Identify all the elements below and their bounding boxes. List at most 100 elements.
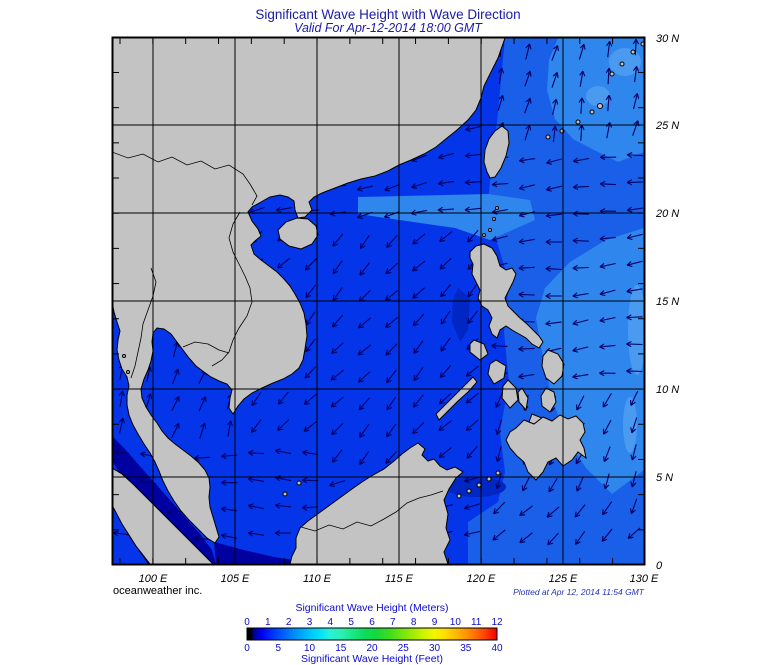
wave-direction-arrow bbox=[546, 506, 560, 518]
legend-meters-tick: 0 bbox=[244, 617, 250, 628]
wave-direction-arrow bbox=[276, 419, 290, 432]
small-island bbox=[630, 49, 636, 55]
small-islands bbox=[122, 41, 644, 499]
wave-direction-arrow bbox=[630, 471, 637, 488]
wave-direction-arrow bbox=[301, 504, 319, 511]
legend-feet-title: Significant Wave Height (Feet) bbox=[301, 653, 443, 665]
wave-direction-arrow bbox=[385, 369, 397, 384]
land-asia-mainland bbox=[113, 38, 506, 544]
small-island bbox=[456, 493, 462, 499]
wave-direction-arrow bbox=[118, 390, 125, 407]
wave-direction-arrow bbox=[626, 233, 643, 241]
land-palawan bbox=[435, 376, 478, 421]
wave-direction-arrow bbox=[305, 338, 316, 353]
legend-meters-tick: 8 bbox=[411, 617, 417, 628]
wave-direction-arrow bbox=[572, 183, 590, 191]
wave-direction-arrow bbox=[576, 395, 585, 411]
wave-direction-arrow bbox=[599, 370, 616, 377]
wave-direction-arrow bbox=[301, 477, 319, 484]
wave-direction-arrow bbox=[331, 423, 344, 436]
wave-direction-arrow bbox=[438, 420, 452, 432]
wave-direction-arrow bbox=[331, 314, 344, 328]
wave-direction-arrow bbox=[626, 206, 643, 213]
lon-label-100e: 100 E bbox=[139, 573, 168, 585]
wave-direction-arrow bbox=[606, 40, 613, 58]
wave-direction-arrow bbox=[385, 343, 398, 356]
legend-feet-tick: 35 bbox=[460, 643, 472, 654]
small-island bbox=[609, 71, 615, 77]
wave-direction-arrow bbox=[465, 365, 479, 377]
wave-direction-arrow bbox=[275, 206, 292, 213]
wave-direction-arrow bbox=[385, 451, 398, 464]
wave-direction-arrow bbox=[274, 530, 292, 537]
legend-meters-tick: 12 bbox=[491, 617, 503, 628]
wave-direction-arrow bbox=[630, 417, 638, 434]
legend-meters-tick: 1 bbox=[265, 617, 271, 628]
wave-direction-arrow bbox=[578, 97, 585, 114]
wave-direction-arrow bbox=[438, 447, 452, 459]
wave-direction-arrow bbox=[626, 368, 643, 375]
wave-direction-arrow bbox=[438, 392, 452, 405]
lon-label-120e: 120 E bbox=[467, 573, 496, 585]
lon-label-115e: 115 E bbox=[385, 573, 414, 585]
legend-feet-tick: 10 bbox=[304, 643, 316, 654]
wave-direction-arrow bbox=[118, 417, 126, 434]
wave-direction-arrow bbox=[439, 365, 452, 379]
wave-direction-arrow bbox=[632, 93, 640, 110]
wave-direction-arrow bbox=[518, 373, 535, 380]
map-frame bbox=[111, 36, 646, 566]
wave-direction-arrow bbox=[304, 258, 317, 271]
legend-meters-ticks: 0 1 2 3 4 5 6 7 8 9 10 11 12 bbox=[244, 617, 503, 628]
lat-label-0: 0 bbox=[656, 560, 663, 572]
wave-direction-arrow bbox=[603, 473, 610, 490]
wave-direction-arrow bbox=[305, 284, 316, 299]
wave-direction-arrow bbox=[303, 420, 317, 432]
legend-meters-tick: 11 bbox=[471, 617, 482, 628]
land-masses bbox=[113, 38, 644, 564]
wave-direction-arrow bbox=[356, 185, 374, 192]
wave-direction-arrow bbox=[572, 157, 590, 164]
wave-direction-arrow bbox=[440, 310, 451, 325]
wave-direction-arrow bbox=[601, 501, 613, 516]
wave-direction-arrow bbox=[551, 72, 559, 88]
wave-direction-arrow bbox=[599, 235, 616, 242]
wave-direction-arrow bbox=[411, 181, 427, 189]
small-island bbox=[488, 228, 492, 232]
wave-direction-arrow bbox=[626, 287, 643, 294]
sea-light-patch bbox=[586, 86, 610, 106]
wave-direction-arrow bbox=[603, 446, 611, 463]
wave-direction-arrow bbox=[599, 316, 616, 323]
legend-feet-tick: 30 bbox=[429, 643, 441, 654]
land-hainan bbox=[277, 217, 319, 250]
wave-direction-arrow bbox=[386, 423, 397, 438]
wave-direction-arrow bbox=[491, 235, 508, 242]
wave-direction-arrow bbox=[632, 65, 640, 83]
wave-direction-arrow bbox=[491, 342, 508, 349]
wave-direction-arrow bbox=[464, 206, 481, 213]
wave-direction-arrow bbox=[440, 283, 452, 298]
map-edge-ticks bbox=[113, 38, 644, 564]
wave-direction-arrow bbox=[630, 390, 639, 406]
wave-direction-arrow bbox=[524, 97, 532, 114]
wave-direction-arrow bbox=[199, 422, 207, 439]
wave-direction-arrow bbox=[599, 181, 617, 188]
wave-direction-arrow bbox=[464, 179, 482, 186]
wave-direction-arrow bbox=[385, 262, 399, 275]
wave-direction-arrow bbox=[524, 124, 532, 141]
small-island bbox=[482, 233, 486, 237]
lat-label-20n: 20 N bbox=[655, 208, 679, 220]
wave-direction-arrow bbox=[548, 477, 558, 493]
wave-direction-arrow bbox=[171, 368, 180, 385]
wave-direction-arrow bbox=[495, 473, 502, 490]
legend-meters-tick: 6 bbox=[369, 617, 375, 628]
wave-direction-arrow bbox=[440, 337, 451, 352]
wave-direction-arrow bbox=[220, 506, 238, 513]
wave-direction-arrow bbox=[465, 392, 479, 404]
land-negros bbox=[501, 379, 519, 409]
small-island bbox=[486, 476, 492, 482]
wave-direction-arrow bbox=[411, 260, 426, 272]
wave-direction-arrow bbox=[518, 345, 535, 352]
wave-direction-arrow bbox=[463, 530, 481, 537]
wave-direction-arrow bbox=[247, 449, 265, 456]
wave-direction-arrow bbox=[551, 125, 558, 143]
